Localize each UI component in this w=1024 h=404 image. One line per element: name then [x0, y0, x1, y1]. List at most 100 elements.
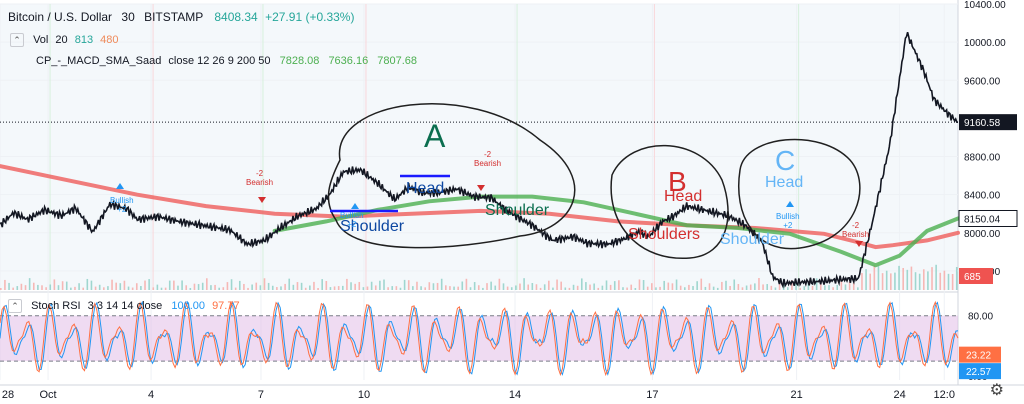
bearish-arrow-icon	[477, 185, 485, 191]
price-badge	[959, 268, 993, 284]
price-badge-label: 8150.04	[964, 214, 1001, 225]
price-change: +27.91 (+0.33%)	[265, 10, 355, 24]
y-tick-label: 8000.00	[964, 229, 1001, 240]
volume-bar	[362, 287, 365, 290]
volume-bar	[556, 279, 558, 290]
volume-bar	[45, 287, 47, 290]
volume-bar	[795, 282, 797, 290]
volume-bar	[41, 285, 43, 290]
volume-bar	[440, 278, 443, 290]
volume-bar	[721, 281, 723, 290]
volume-bar	[173, 280, 175, 290]
volume-bar	[502, 283, 505, 290]
volume-bar	[523, 278, 525, 290]
volume-bar	[57, 285, 60, 290]
last-price: 8408.34	[214, 10, 258, 24]
volume-bar	[634, 287, 637, 290]
interval-label[interactable]: 30	[121, 10, 135, 24]
volume-bar	[758, 278, 760, 290]
volume-legend: ⌃ Vol 20 813 480	[10, 33, 119, 47]
volume-bar	[193, 283, 196, 290]
macd-legend: CP_-_MACD_SMA_Saad close 12 26 9 200 50 …	[36, 55, 417, 67]
volume-bar	[197, 284, 200, 290]
volume-bar	[424, 287, 427, 290]
volume-bar	[824, 285, 826, 290]
volume-bar	[589, 284, 591, 290]
macd-value-1: 7828.08	[279, 55, 320, 67]
volume-value-1: 813	[74, 33, 94, 46]
volume-bar	[189, 287, 192, 290]
volume-bar	[770, 285, 773, 290]
volume-bar	[576, 285, 579, 290]
volume-bar	[255, 282, 258, 290]
collapse-chevron-icon[interactable]: ⌃	[10, 33, 24, 47]
volume-bar	[490, 281, 492, 290]
macd-label[interactable]: CP_-_MACD_SMA_Saad	[36, 55, 162, 67]
volume-bar	[86, 278, 89, 290]
volume-bar	[103, 287, 105, 290]
volume-bar	[383, 279, 385, 290]
volume-bar	[53, 279, 56, 290]
collapse-chevron-icon[interactable]: ⌃	[8, 299, 22, 313]
volume-bar	[955, 266, 958, 290]
bullish-arrow-icon	[351, 203, 359, 209]
symbol-title[interactable]: Bitcoin / U.S. Dollar	[8, 10, 113, 24]
volume-bar	[535, 284, 538, 290]
volume-bar	[898, 265, 900, 290]
volume-bar	[766, 284, 768, 290]
volume-bar	[618, 280, 620, 290]
volume-bar	[840, 279, 843, 290]
volume-bar	[201, 282, 204, 290]
annotation-head-b: Head	[664, 188, 703, 205]
volume-bar	[111, 279, 113, 290]
volume-bar	[4, 279, 6, 290]
volume-bar	[774, 287, 777, 290]
x-tick-label: 17	[646, 389, 658, 401]
volume-bar	[70, 287, 72, 290]
stoch-label[interactable]: Stoch RSI	[31, 299, 81, 312]
volume-bar	[593, 283, 595, 290]
volume-bar	[65, 281, 68, 290]
volume-bar	[168, 280, 171, 290]
volume-bar	[729, 285, 731, 290]
volume-bar	[436, 282, 439, 290]
volume-bar	[20, 283, 23, 290]
annotation-shoulder-a2: Shoulder	[485, 202, 550, 219]
volume-bar	[638, 279, 641, 290]
volume-bar	[280, 286, 282, 290]
volume-bar	[865, 269, 867, 290]
volume-bar	[762, 284, 764, 290]
volume-bar	[94, 286, 97, 290]
volume-bar	[828, 285, 830, 290]
x-tick-label: 21	[790, 389, 802, 401]
price-badge-label: 685	[964, 272, 981, 283]
moving-averages	[0, 164, 960, 268]
volume-bar	[469, 287, 472, 290]
volume-bar	[135, 283, 138, 290]
volume-bar	[313, 281, 315, 290]
volume-bar	[234, 287, 237, 290]
volume-bar	[510, 287, 513, 290]
price-series-line	[0, 32, 958, 289]
macd-value-2: 7636.16	[328, 55, 369, 67]
volume-bar	[844, 284, 847, 290]
volume-bar	[24, 285, 27, 290]
volume-bar	[346, 278, 348, 290]
volume-bar	[548, 280, 550, 290]
gear-icon[interactable]: ⚙	[989, 382, 1004, 399]
volume-bar	[626, 287, 628, 290]
volume-bar	[271, 285, 274, 290]
stoch-params: 3 3 14 14 close	[87, 299, 163, 312]
annotation-shoulder-a1: Shoulder	[340, 218, 405, 235]
volume-label[interactable]: Vol	[33, 33, 49, 46]
volume-bar	[354, 283, 356, 290]
volume-bar	[659, 286, 661, 290]
volume-bar	[836, 284, 839, 290]
volume-bar	[630, 284, 633, 290]
volume-value-2: 480	[100, 33, 119, 46]
volume-bar	[927, 271, 929, 290]
price-badge	[959, 114, 1017, 131]
stoch-badge-label: 23.22	[966, 351, 991, 362]
